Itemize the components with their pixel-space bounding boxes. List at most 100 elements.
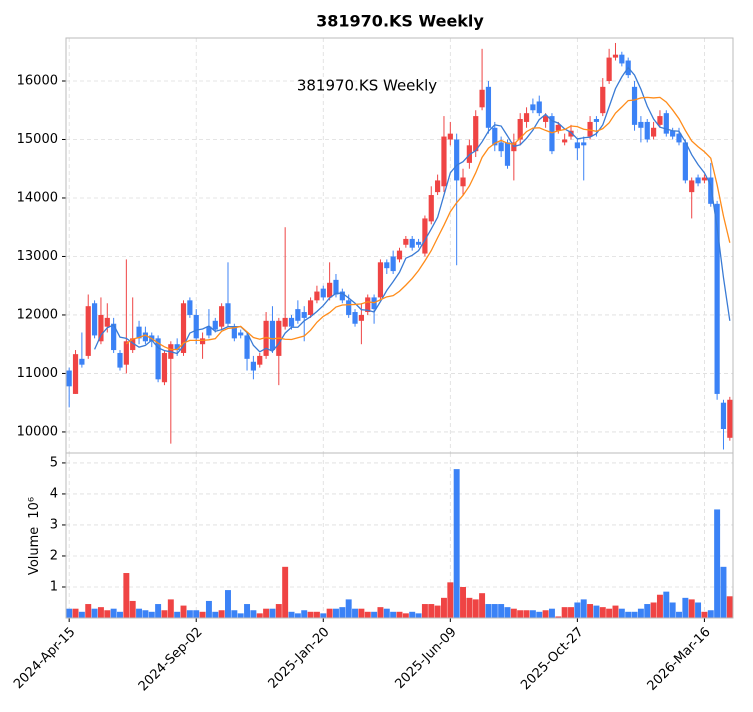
y-tick-label: 4: [50, 486, 58, 501]
volume-bar: [301, 610, 308, 618]
volume-bar: [517, 610, 524, 618]
volume-bar: [548, 608, 555, 618]
volume-bar: [440, 597, 447, 618]
volume-bar: [580, 599, 587, 618]
annotation: 381970.KS Weekly: [297, 77, 437, 95]
volume-bar: [352, 608, 359, 618]
candle-body: [447, 133, 453, 140]
candle-body: [180, 303, 187, 353]
candle-body: [619, 54, 625, 64]
candle-body: [212, 320, 218, 330]
candle-body: [714, 203, 720, 394]
volume-bar: [498, 604, 505, 618]
volume-bar: [409, 611, 416, 618]
candle-body: [390, 256, 396, 272]
candle-body: [593, 119, 600, 122]
volume-label: Volume: [27, 527, 42, 575]
candle-body: [288, 317, 295, 327]
candle-body: [454, 139, 460, 181]
volume-bar: [612, 605, 619, 618]
candle-body: [250, 361, 256, 371]
volume-bar: [282, 566, 289, 618]
volume-bar: [78, 611, 85, 618]
volume-bar: [561, 607, 568, 618]
candle-body: [708, 177, 714, 204]
candle-body: [695, 177, 701, 184]
volume-bar: [174, 611, 181, 618]
candle-body: [111, 323, 117, 351]
volume-bar: [167, 599, 174, 618]
volume-bar: [587, 604, 594, 618]
candle-body: [600, 86, 606, 114]
volume-bar: [244, 604, 251, 618]
volume-bar: [676, 611, 682, 618]
candle-body: [231, 326, 237, 339]
volume-bar: [364, 611, 371, 618]
candle-body: [422, 218, 428, 254]
candle-body: [327, 282, 333, 298]
volume-bar: [129, 600, 136, 618]
moving-average-line: [93, 66, 731, 355]
candle-body: [606, 57, 612, 81]
candle-body: [174, 344, 180, 351]
volume-bar: [593, 605, 600, 618]
volume-bar: [186, 610, 193, 618]
candle-body: [435, 180, 441, 193]
volume-bar: [479, 593, 486, 618]
candle-body: [663, 113, 669, 134]
moving-average-line: [125, 96, 731, 351]
candle-body: [473, 116, 479, 152]
x-tick-label: 2025-Oct-27: [518, 625, 586, 693]
volume-bar: [104, 610, 111, 618]
candle-body: [187, 300, 193, 315]
y-tick-label: 14000: [17, 190, 58, 205]
volume-bar: [199, 611, 206, 618]
volume-bar: [180, 605, 187, 618]
volume-bar: [656, 594, 663, 618]
candle-body: [244, 335, 250, 359]
volume-bar: [307, 611, 314, 618]
volume-bar: [606, 608, 613, 618]
volume-bar: [142, 610, 149, 618]
volume-bar: [91, 608, 98, 618]
candle-body: [85, 306, 91, 356]
x-tick-label: 2024-Sep-02: [136, 625, 206, 695]
volume-bar: [263, 608, 270, 618]
y-tick-label: 13000: [17, 249, 58, 264]
volume-bar: [472, 599, 479, 618]
candle-body: [193, 314, 199, 339]
candle-body: [587, 121, 593, 137]
candle-body: [66, 370, 72, 387]
y-tick-label: 3: [50, 517, 58, 532]
volume-bar: [491, 604, 498, 618]
x-tick-label: 2024-Apr-15: [11, 625, 78, 692]
candle-body: [199, 338, 206, 345]
candle-body: [517, 119, 523, 140]
volume-bar: [193, 610, 200, 618]
volume-bar: [447, 582, 454, 618]
volume-bar: [529, 610, 536, 618]
volume-bar: [72, 608, 79, 618]
volume-scale-label: 10⁶: [27, 497, 42, 519]
volume-bar: [625, 611, 632, 618]
y-tick-label: 12000: [17, 307, 58, 322]
volume-bar: [555, 616, 562, 618]
candle-body: [123, 341, 129, 365]
x-tick-label: 2025-Jan-20: [266, 625, 333, 692]
candle-body: [98, 314, 104, 342]
volume-bar: [568, 607, 574, 618]
volume-bar: [523, 610, 530, 618]
volume-bar: [345, 599, 352, 618]
candle-body: [689, 180, 695, 193]
candle-body: [543, 116, 549, 122]
candle-body: [257, 355, 263, 365]
candle-body: [104, 317, 110, 327]
volume-bar: [205, 600, 212, 618]
volume-bar: [148, 611, 155, 618]
y-tick-label: 10000: [17, 424, 58, 439]
volume-bar: [326, 608, 333, 618]
candle-body: [320, 288, 326, 298]
candle-body: [136, 326, 142, 339]
candle-body: [403, 238, 409, 245]
volume-bar: [434, 605, 441, 618]
